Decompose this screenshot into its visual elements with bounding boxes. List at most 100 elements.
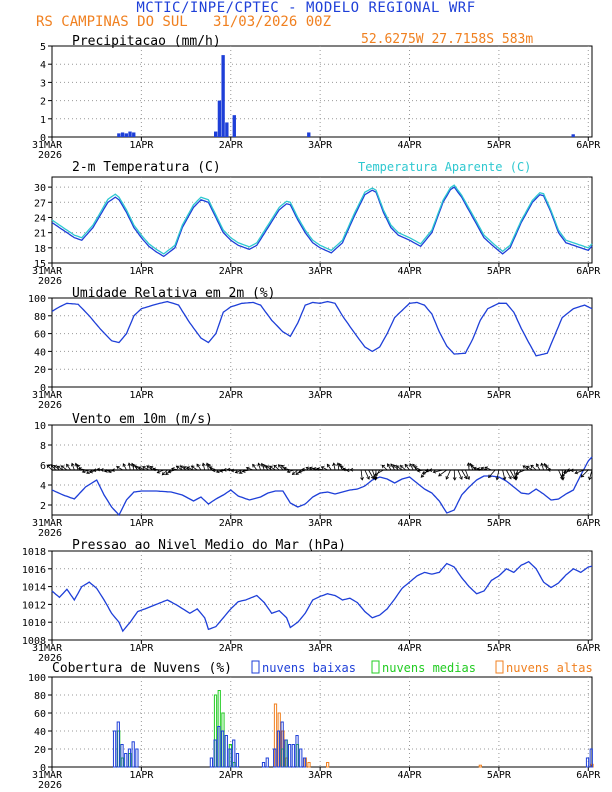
wind-arrow-head [116,466,120,470]
precip-bar [571,134,575,137]
wind-arrow-head [432,469,437,474]
wind-arrow-head [508,475,512,480]
wind-arrow [128,463,131,471]
wind-arrow-head [561,476,565,480]
wind-arrow [258,463,261,471]
wind-arrow-head [525,465,530,470]
header-station: RS CAMPINAS DO SUL 31/03/2026 00Z [36,14,331,30]
x-tick-label: 1APR [129,266,154,277]
y-tick-label: 40 [34,727,46,738]
precip-bar [217,100,222,137]
wind-arrow [374,469,381,479]
wind-arrow-head [305,466,310,471]
panel-title: Umidade Relativa em 2m (%) [72,286,276,301]
x-tick-label: 6APR [576,140,601,151]
wind-arrow [536,463,541,471]
wind-arrow [333,463,336,471]
x-tick-label: 1APR [129,390,154,401]
y-tick-label: 6 [40,461,46,472]
y-tick-label: 30 [34,183,46,194]
wind-arrow [496,469,500,480]
wind-arrows [46,462,593,481]
y-tick-label: 27 [34,198,46,209]
cloud-bar-low [299,748,303,768]
wind-arrow-head [76,464,81,468]
y-tick-label: 1018 [22,547,46,558]
wind-arrow-head [156,470,161,474]
x-tick-label: 31MAR [32,390,63,401]
wind-arrow-head [452,477,457,481]
wind-arrow-head [56,465,61,470]
wind-arrow [509,469,516,479]
wind-arrow [400,465,407,471]
wind-arrow-head [268,465,273,470]
wind-arrow-head [360,477,364,481]
y-tick-label: 60 [34,709,46,720]
precip-bar [117,133,121,137]
cloud-bar-low [112,730,117,768]
wind-arrow-head [588,476,592,481]
x-tick-year: 2026 [38,528,62,539]
wind-arrow-head [580,474,585,478]
wind-arrow-head [562,469,567,474]
x-tick-label: 31MAR [32,266,63,277]
wind-arrow-head [339,465,344,470]
wind-arrow-head [374,475,378,480]
legend-swatch-green [371,660,380,674]
wind-arrow [522,465,529,471]
precip-bar [120,132,125,137]
wind-arrow [202,463,206,471]
precip-bar [132,132,136,137]
wind-arrow-head [167,469,172,474]
series-line-blue [51,186,593,258]
wind-arrow-head [280,464,285,469]
wind-arrow-head [132,463,137,468]
series-line-blue [51,560,593,633]
precip-bar [124,133,128,137]
y-tick-label: 20 [34,365,46,376]
wind-arrow-head [142,466,146,470]
wind-arrow [530,465,537,471]
x-tick-label: 2APR [219,770,244,781]
x-tick-label: 2APR [219,390,244,401]
wind-arrow [50,464,57,471]
wind-arrow [162,469,168,476]
x-tick-year: 2026 [38,400,62,411]
series-line-blue [51,456,593,517]
cloud-bar-low [220,730,225,768]
wind-arrow [588,469,593,480]
wind-arrow [66,464,71,471]
y-tick-label: 20 [34,745,46,756]
wind-arrow-head [438,472,442,477]
y-tick-label: 40 [34,347,46,358]
x-tick-label: 6APR [576,770,601,781]
x-tick-label: 1APR [129,770,154,781]
wind-arrow [75,463,79,471]
wind-arrow-head [320,466,325,470]
panel-frame [51,45,593,138]
x-tick-label: 6APR [576,390,601,401]
x-tick-label: 4APR [397,390,422,401]
x-tick-label: 2APR [219,266,244,277]
y-tick-label: 1008 [22,636,46,647]
x-tick-label: 4APR [397,266,422,277]
x-tick-label: 2APR [219,140,244,151]
x-tick-label: 6APR [576,643,601,654]
wind-arrow [461,469,467,479]
cloud-bar-low [127,748,132,768]
wind-arrow [360,469,363,480]
wind-arrow [131,463,135,471]
wind-arrow [53,465,60,471]
x-tick-label: 1APR [129,518,154,529]
wind-arrow [46,464,53,471]
wind-arrow-head [470,464,475,469]
y-tick-label: 18 [34,244,46,255]
cloud-bar-low [287,744,292,768]
wind-arrow-head [459,476,463,480]
wind-arrow-head [472,466,477,471]
wind-arrow-head [338,463,343,467]
wind-arrow-head [179,465,184,469]
wind-arrow-head [252,463,256,468]
y-tick-label: 8 [40,441,46,452]
